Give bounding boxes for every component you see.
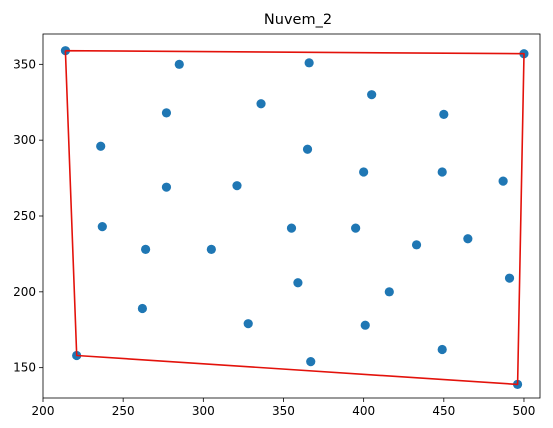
x-tick-label: 300: [192, 404, 215, 418]
y-axis: 150 200 250 300 350: [13, 57, 43, 375]
data-point: [174, 59, 184, 69]
x-axis: 200 250 300 350 400 450 500: [32, 398, 536, 418]
x-tick-label: 400: [352, 404, 375, 418]
data-point: [206, 244, 216, 254]
data-point: [359, 167, 369, 177]
data-point: [411, 240, 422, 250]
data-point: [437, 344, 447, 355]
data-point: [286, 223, 297, 233]
data-point: [97, 222, 107, 232]
x-tick-label: 200: [32, 404, 55, 418]
x-tick-label: 450: [432, 404, 455, 418]
data-point: [293, 278, 303, 288]
y-tick-label: 150: [13, 361, 36, 375]
chart-title: Nuvem_2: [264, 12, 332, 28]
y-tick-label: 300: [13, 133, 36, 147]
data-point: [463, 234, 473, 244]
data-point: [360, 320, 370, 330]
y-tick-label: 350: [13, 57, 36, 71]
x-tick-label: 500: [513, 404, 536, 418]
data-point: [306, 357, 316, 367]
x-tick-label: 350: [272, 404, 295, 418]
plot-frame: [42, 33, 541, 399]
data-point: [243, 319, 253, 329]
data-point: [351, 223, 361, 233]
data-point: [161, 108, 172, 118]
data-point: [498, 176, 508, 186]
y-tick-label: 250: [13, 209, 36, 223]
data-point: [302, 144, 313, 154]
data-point: [504, 273, 515, 283]
data-point: [439, 109, 449, 119]
data-point: [161, 182, 172, 192]
data-point: [367, 90, 377, 100]
data-point: [232, 181, 242, 191]
x-tick-label: 250: [112, 404, 135, 418]
data-point: [256, 99, 266, 109]
data-point: [96, 141, 106, 151]
hull-line: [64, 49, 525, 386]
data-point: [141, 244, 151, 254]
data-point: [137, 303, 147, 314]
data-point: [384, 287, 394, 297]
data-point: [304, 58, 314, 68]
y-tick-label: 200: [13, 285, 36, 299]
plot-area: [60, 46, 529, 389]
data-point: [437, 167, 447, 177]
